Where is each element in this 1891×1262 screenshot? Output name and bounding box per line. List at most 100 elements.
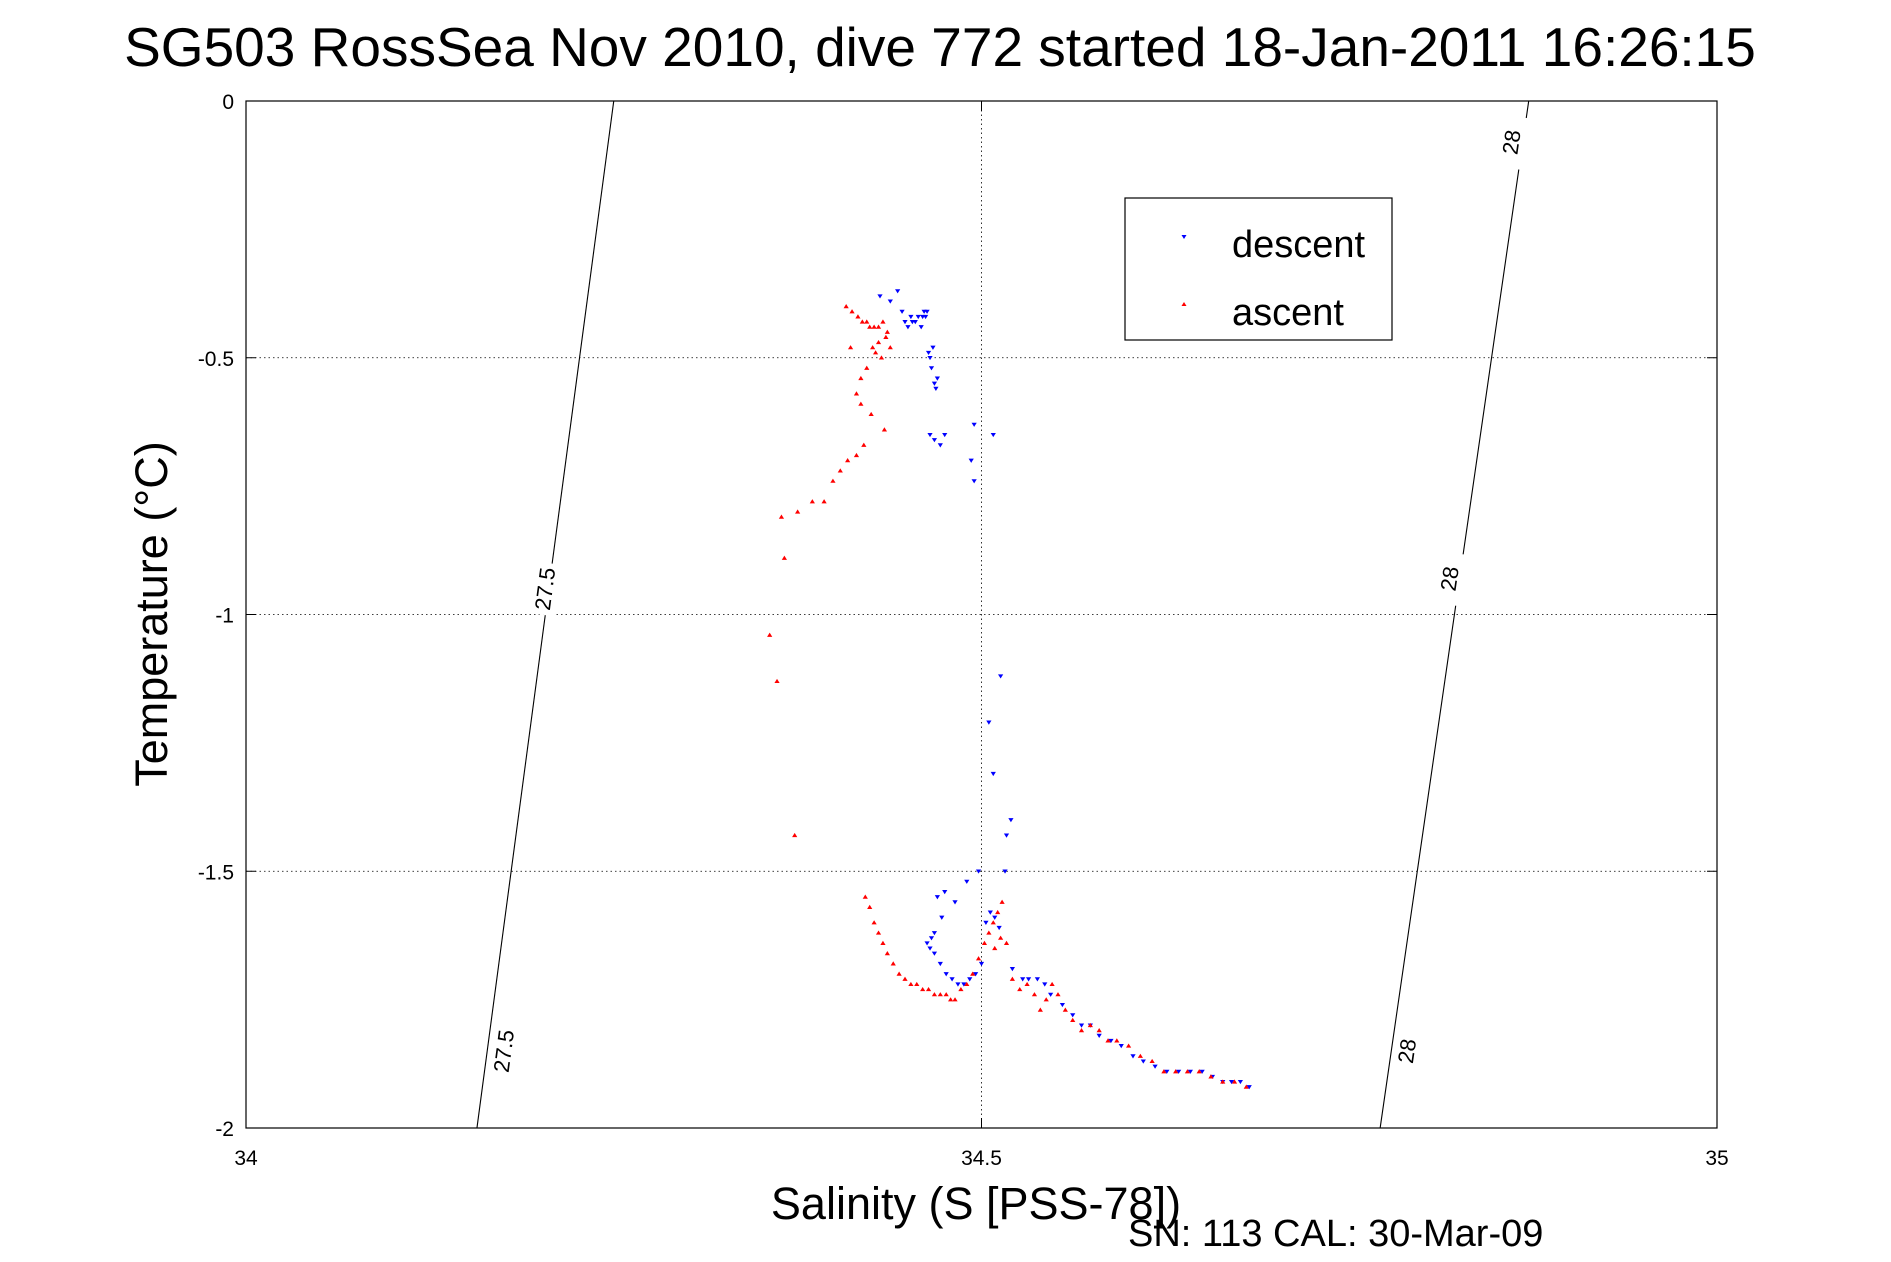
ascent-point (778, 514, 785, 519)
ascent-point (914, 981, 920, 987)
ascent-point (925, 986, 932, 992)
ascent-point (1087, 1022, 1093, 1028)
ascent-point (937, 992, 943, 997)
descent-point (937, 961, 943, 967)
ascent-point (992, 945, 998, 951)
descent-point (1059, 1002, 1066, 1008)
descent-point (1199, 1069, 1205, 1074)
ascent-point (870, 345, 876, 350)
ascent-point (948, 997, 954, 1002)
ascent-point (884, 329, 890, 334)
descent-series (877, 289, 1252, 1090)
descent-point (942, 889, 948, 895)
descent-point (998, 674, 1004, 679)
ascent-point (862, 894, 868, 899)
ascent-point (883, 334, 889, 340)
y-tick-label: 0 (222, 91, 234, 114)
descent-point (1048, 992, 1054, 997)
descent-point (924, 309, 930, 314)
ascent-point (864, 365, 870, 370)
descent-point (975, 869, 982, 874)
descent-point (1152, 1064, 1158, 1069)
descent-point (1176, 1069, 1182, 1074)
footer-serial: SN: 113 CAL: 30-Mar-09 (1128, 1213, 1543, 1255)
descent-point (1003, 833, 1010, 838)
ascent-point (952, 997, 958, 1002)
descent-point (1108, 1038, 1114, 1044)
descent-point (978, 961, 985, 967)
ascent-point (861, 442, 867, 447)
ascent-point (1126, 1043, 1132, 1048)
x-axis-label: Salinity (S [PSS-78]) (771, 1178, 1181, 1229)
ascent-point (884, 951, 890, 956)
ascent-point (1096, 1028, 1102, 1033)
x-tick-label: 35 (1705, 1147, 1728, 1170)
ascent-point (849, 309, 855, 314)
descent-point (1187, 1069, 1193, 1074)
chart-title: SG503 RossSea Nov 2010, dive 772 started… (124, 16, 1756, 78)
ascent-point (872, 350, 879, 355)
isopycnal-label: 28 (1436, 565, 1464, 593)
ascent-point (795, 509, 801, 514)
ascent-point (781, 555, 787, 560)
isopycnal-label: 28 (1497, 128, 1525, 156)
descent-point (924, 941, 930, 946)
ascent-point (847, 345, 854, 350)
ascent-point (1003, 940, 1010, 945)
descent-point (1237, 1079, 1243, 1085)
isopycnal-label: 28 (1393, 1037, 1421, 1065)
ascent-point (999, 899, 1005, 904)
ascent-point (875, 324, 882, 329)
descent-point (973, 972, 979, 977)
ascent-point (1196, 1069, 1202, 1074)
ascent-point (855, 314, 861, 319)
isopycnal-label-gap (486, 1023, 521, 1079)
descent-point (992, 915, 998, 920)
descent-point (923, 314, 929, 320)
descent-point (1246, 1085, 1252, 1090)
descent-point (961, 982, 967, 987)
ascent-point (1049, 981, 1055, 987)
y-tick-label: -2 (215, 1118, 234, 1141)
ascent-point (875, 930, 882, 935)
ascent-point (998, 935, 1004, 940)
y-axis-label: Temperature (°C) (126, 441, 177, 787)
ascent-point (1070, 1017, 1076, 1022)
ascent-point (867, 324, 873, 329)
descent-point (927, 946, 933, 951)
ascent-point (1017, 986, 1023, 992)
ascent-point (986, 930, 992, 935)
isopycnal-label-gap (1493, 114, 1529, 170)
descent-point (996, 925, 1002, 931)
ascent-point (809, 499, 815, 504)
ascent-point (887, 345, 893, 350)
ascent-point (975, 956, 982, 961)
legend-ascent-label: ascent (1232, 292, 1344, 334)
ascent-point (853, 452, 860, 458)
descent-point (987, 910, 993, 915)
ascent-point (970, 971, 976, 976)
ascent-point (964, 981, 970, 987)
ascent-point (774, 678, 780, 684)
ascent-point (1024, 981, 1030, 987)
ascent-point (931, 992, 938, 997)
descent-point (1002, 869, 1008, 874)
ascent-point (1208, 1074, 1214, 1079)
descent-point (931, 951, 938, 956)
ascent-point (878, 355, 885, 360)
descent-point (1020, 977, 1026, 982)
descent-point (967, 977, 973, 982)
ascent-point (1009, 976, 1015, 981)
y-tick-label: -1.5 (198, 861, 234, 884)
ascent-point (896, 971, 902, 976)
isopycnal-label: 27.5 (489, 1028, 519, 1074)
isopycnal-label-gap (527, 561, 562, 617)
descent-point (986, 720, 992, 725)
descent-point (930, 345, 936, 350)
descent-point (949, 977, 955, 982)
ascent-point (871, 324, 877, 329)
descent-point (931, 931, 938, 936)
ascent-point (990, 920, 996, 925)
descent-point (927, 355, 933, 361)
